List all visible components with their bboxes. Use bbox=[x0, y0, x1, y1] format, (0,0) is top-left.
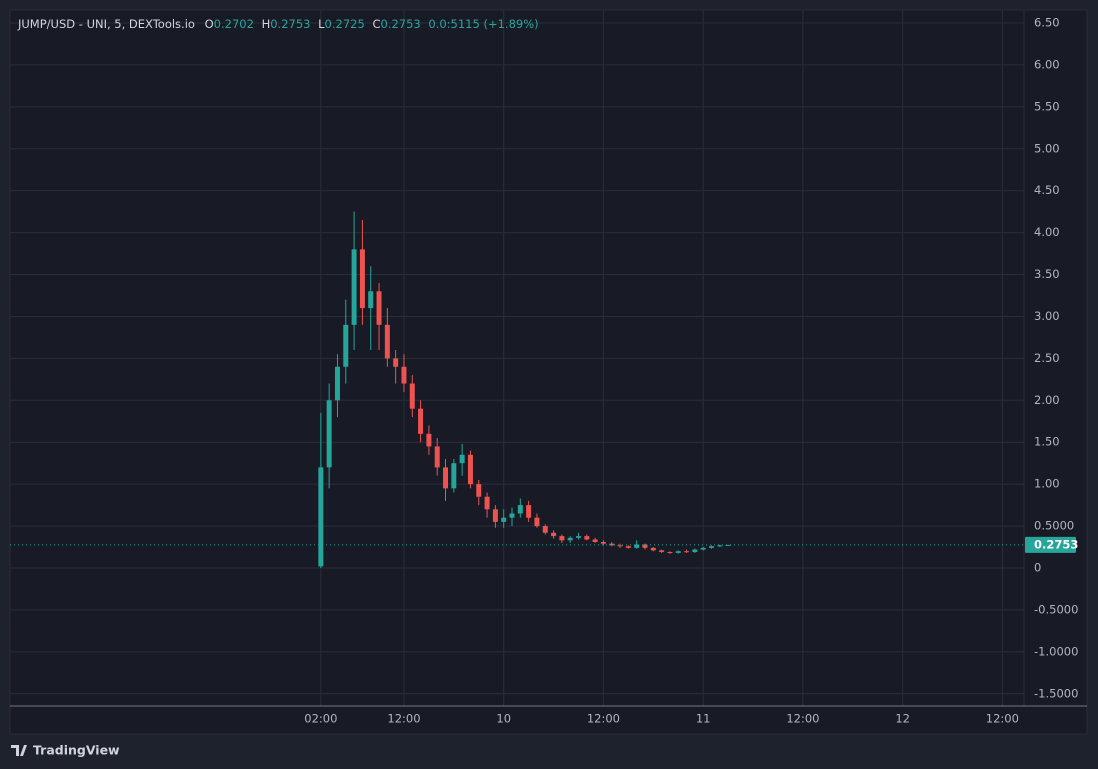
candle-body bbox=[592, 539, 598, 542]
y-tick-label: 6.00 bbox=[1034, 57, 1060, 71]
candle-body bbox=[501, 517, 507, 522]
x-tick-label: 12:00 bbox=[587, 712, 620, 726]
candle-body bbox=[451, 463, 457, 489]
candle-body bbox=[559, 536, 565, 541]
y-tick-label: -1.0000 bbox=[1034, 644, 1078, 658]
candle-body bbox=[434, 446, 440, 468]
legend-change: 0.0:5115 (+1.89%) bbox=[428, 17, 538, 31]
candle-body bbox=[534, 517, 540, 527]
legend-label: H bbox=[262, 17, 271, 31]
y-tick-label: 5.50 bbox=[1034, 99, 1060, 113]
candle-body bbox=[551, 532, 557, 537]
candle-body bbox=[368, 291, 374, 309]
candle-body bbox=[376, 291, 382, 325]
candle-body bbox=[426, 433, 432, 447]
candle-body bbox=[459, 454, 465, 464]
candle-body bbox=[526, 505, 532, 518]
y-tick-label: 4.50 bbox=[1034, 183, 1060, 197]
candle-body bbox=[625, 546, 631, 548]
y-tick-label: 1.50 bbox=[1034, 435, 1060, 449]
candle-body bbox=[517, 505, 523, 514]
x-tick-label: 11 bbox=[696, 712, 711, 726]
candle-body bbox=[700, 547, 706, 550]
branding: TradingView bbox=[11, 743, 120, 758]
candle-body bbox=[492, 509, 498, 522]
y-tick-label: 0.5000 bbox=[1034, 519, 1074, 533]
legend-value: 0.2753 bbox=[270, 17, 310, 31]
x-tick-label: 12:00 bbox=[786, 712, 819, 726]
legend-value: 0.2725 bbox=[325, 17, 365, 31]
candle-body bbox=[642, 544, 648, 548]
last-price-label: 0.2753 bbox=[1034, 537, 1078, 551]
candle-body bbox=[318, 467, 324, 567]
candle-body bbox=[334, 366, 340, 401]
candle-body bbox=[401, 366, 407, 384]
y-tick-label: 2.00 bbox=[1034, 393, 1060, 407]
y-tick-label: 4.00 bbox=[1034, 225, 1060, 239]
candle-body bbox=[409, 383, 415, 409]
candle-body bbox=[484, 496, 490, 510]
legend-value: 0.2702 bbox=[214, 17, 254, 31]
plot bbox=[10, 211, 1024, 568]
logo bbox=[11, 745, 27, 756]
candle-body bbox=[650, 547, 656, 551]
y-tick-label: 6.50 bbox=[1034, 15, 1060, 29]
y-tick-label: 3.50 bbox=[1034, 267, 1060, 281]
candle-body bbox=[667, 552, 673, 554]
last-price-badge bbox=[1025, 536, 1076, 553]
candle-body bbox=[326, 400, 332, 468]
y-tick-label: 1.00 bbox=[1034, 477, 1060, 491]
legend-label: O bbox=[205, 17, 214, 31]
candle-body bbox=[351, 249, 357, 325]
candle-body bbox=[359, 249, 365, 309]
candle-body bbox=[542, 526, 548, 533]
candle-body bbox=[725, 544, 731, 546]
y-tick-label: 5.00 bbox=[1034, 141, 1060, 155]
candle-body bbox=[692, 549, 698, 553]
candle-body bbox=[443, 467, 449, 489]
x-tick-label: 10 bbox=[496, 712, 511, 726]
legend: JUMP/USD - UNI, 5, DEXTools.io O0.2702 H… bbox=[17, 17, 539, 31]
candle-body bbox=[384, 324, 390, 359]
candle-body bbox=[467, 454, 473, 485]
grid bbox=[10, 10, 1024, 706]
candle-body bbox=[418, 408, 424, 434]
y-tick-label: -0.5000 bbox=[1034, 602, 1078, 616]
candle-body bbox=[576, 536, 581, 538]
candle-body bbox=[476, 484, 482, 497]
x-tick-label: 12:00 bbox=[387, 712, 420, 726]
candle-body bbox=[617, 545, 623, 547]
chart-frame bbox=[9, 9, 1088, 735]
x-tick-label: 12:00 bbox=[986, 712, 1019, 726]
candle-body bbox=[634, 544, 640, 548]
candle-body bbox=[717, 545, 723, 547]
y-tick-label: 0 bbox=[1034, 560, 1041, 574]
y-tick-label: 2.50 bbox=[1034, 351, 1060, 365]
candle-body bbox=[343, 324, 349, 367]
y-tick-label: 3.00 bbox=[1034, 309, 1060, 323]
y-tick-label: -1.5000 bbox=[1034, 686, 1078, 700]
candle-body bbox=[708, 546, 714, 548]
brand-name: TradingView bbox=[33, 743, 120, 758]
legend-value: 0.2753 bbox=[380, 17, 420, 31]
candle-body bbox=[659, 550, 665, 553]
chart-title: JUMP/USD - UNI, 5, DEXTools.io bbox=[17, 17, 195, 31]
candle-body bbox=[609, 543, 615, 546]
candle-body bbox=[684, 551, 690, 553]
axes: 6.50 6.00 5.50 5.00 4.50 4.00 3.50 3.00 2.50 2.00… bbox=[304, 15, 1078, 725]
legend-label: C bbox=[372, 17, 380, 31]
candle-body bbox=[675, 551, 681, 553]
candle-body bbox=[393, 358, 399, 367]
candle-body bbox=[584, 536, 590, 540]
candle-body bbox=[567, 537, 573, 541]
legend-label: L bbox=[318, 17, 325, 31]
x-tick-label: 12 bbox=[895, 712, 910, 726]
candle-body bbox=[600, 541, 606, 544]
candle-body bbox=[509, 513, 515, 518]
x-tick-label: 02:00 bbox=[304, 712, 337, 726]
